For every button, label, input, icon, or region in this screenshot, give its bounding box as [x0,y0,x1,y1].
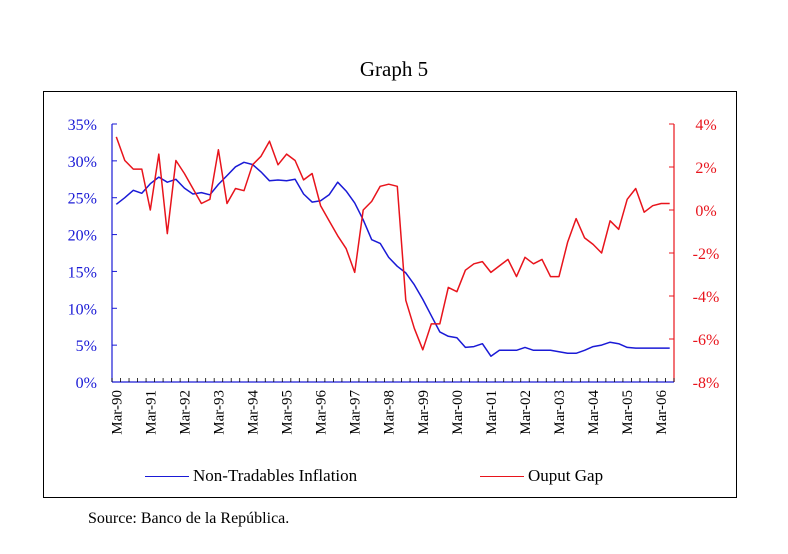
series-line-non-tradables-inflation [115,161,670,357]
legend-item-inflation: Non-Tradables Inflation [145,466,357,486]
left-axis-tick-label: 5% [76,338,97,355]
source-note: Source: Banco de la República. [88,510,290,527]
x-axis-tick-label: Mar-04 [586,390,602,435]
x-axis-tick-label: Mar-98 [382,390,398,435]
x-axis-tick-label: Mar-00 [450,390,466,435]
left-axis-tick-label: 35% [68,117,97,134]
right-axis-tick-label: 2% [695,160,716,177]
legend-item-output-gap: Ouput Gap [480,466,603,486]
left-axis-tick-label: 15% [68,264,97,281]
legend: Non-Tradables Inflation Ouput Gap [145,466,665,488]
right-axis: -8% -6% -4% -2% 0% 2% 4% [669,117,719,392]
left-axis-tick-label: 25% [68,191,97,208]
legend-swatch-output-gap [480,475,524,477]
legend-label-inflation: Non-Tradables Inflation [193,466,358,485]
left-axis-tick-label: 30% [68,154,97,171]
right-axis-tick-label: 4% [695,117,716,134]
chart-title: Graph 5 [359,57,429,81]
series-layer [115,136,670,357]
right-axis-tick-label: -2% [693,246,720,263]
left-axis-tick-label: 0% [76,375,97,392]
x-axis-tick-label: Mar-95 [280,390,296,435]
x-axis-tick-label: Mar-01 [484,390,500,435]
x-axis-tick-label: Mar-96 [314,390,330,435]
series-line-output-gap [115,136,670,351]
x-axis-tick-label: Mar-91 [143,390,159,435]
x-axis-tick-label: Mar-97 [348,390,364,435]
chart-frame: 0% 5% 10% 15% 20% 25% 30% 35% -8% -6% -4% -2% 0% 2% 4… [43,91,737,498]
legend-label-output-gap: Ouput Gap [528,466,604,485]
x-axis-tick-label: Mar-94 [246,390,262,435]
x-axis-tick-label: Mar-02 [518,390,534,435]
x-axis: Mar-90 Mar-91 Mar-92 Mar-93 Mar-94 Mar-95 Mar-… [109,378,675,435]
x-axis-tick-label: Mar-93 [211,390,227,435]
left-axis-tick-label: 10% [68,301,97,318]
right-axis-tick-label: 0% [695,203,716,220]
plot-area: 0% 5% 10% 15% 20% 25% 30% 35% -8% -6% -4% -2% 0% 2% 4… [68,117,720,435]
x-axis-tick-label: Mar-99 [416,390,432,435]
right-axis-tick-label: -8% [693,375,720,392]
right-axis-tick-label: -6% [693,332,720,349]
left-axis-tick-label: 20% [68,228,97,245]
legend-swatch-inflation [145,475,189,477]
x-axis-tick-label: Mar-05 [620,390,636,435]
x-axis-tick-label: Mar-92 [177,390,193,435]
left-axis: 0% 5% 10% 15% 20% 25% 30% 35% [68,117,117,392]
x-axis-tick-label: Mar-03 [552,390,568,435]
right-axis-tick-label: -4% [693,289,720,306]
x-axis-tick-label: Mar-90 [109,390,125,435]
x-axis-tick-label: Mar-06 [654,390,670,435]
